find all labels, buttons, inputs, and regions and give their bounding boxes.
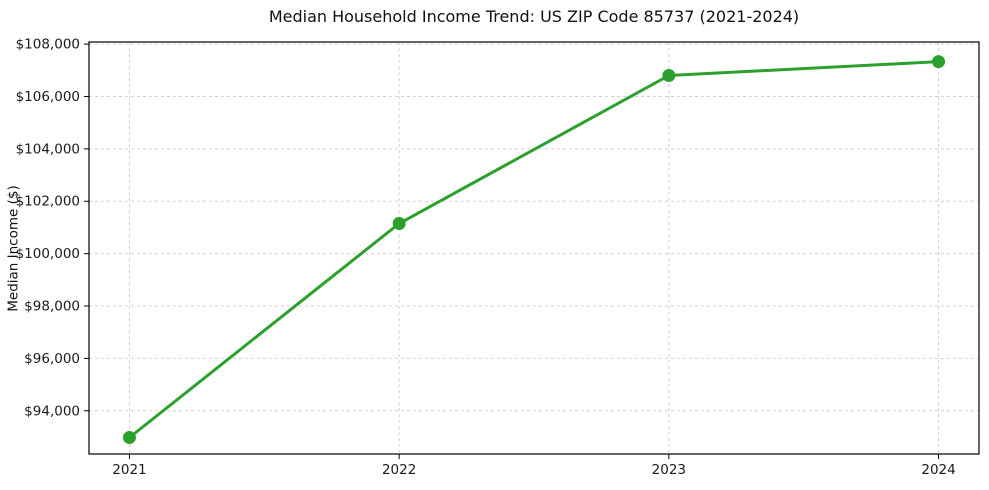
x-tick-label: 2022 (382, 462, 416, 478)
y-tick-label: $100,000 (16, 246, 80, 262)
y-tick-label: $102,000 (16, 194, 80, 210)
y-tick-label: $104,000 (16, 141, 80, 157)
y-axis-label: Median Income ($) (5, 185, 22, 312)
data-point-2022 (392, 217, 406, 231)
chart-title: Median Household Income Trend: US ZIP Co… (268, 7, 800, 26)
data-point-2024 (932, 55, 946, 69)
y-tick-label: $108,000 (16, 37, 80, 53)
x-tick-label: 2021 (112, 462, 146, 478)
x-tick-label: 2023 (652, 462, 686, 478)
y-tick-label: $96,000 (24, 351, 80, 367)
x-tick-label: 2024 (921, 462, 955, 478)
data-point-2023 (662, 69, 676, 83)
plot-border (88, 41, 980, 455)
data-point-2021 (122, 430, 136, 444)
y-tick-label: $106,000 (16, 89, 80, 105)
y-tick-label: $94,000 (24, 403, 80, 419)
y-tick-label: $98,000 (24, 299, 80, 315)
income-trend-line (127, 60, 941, 439)
